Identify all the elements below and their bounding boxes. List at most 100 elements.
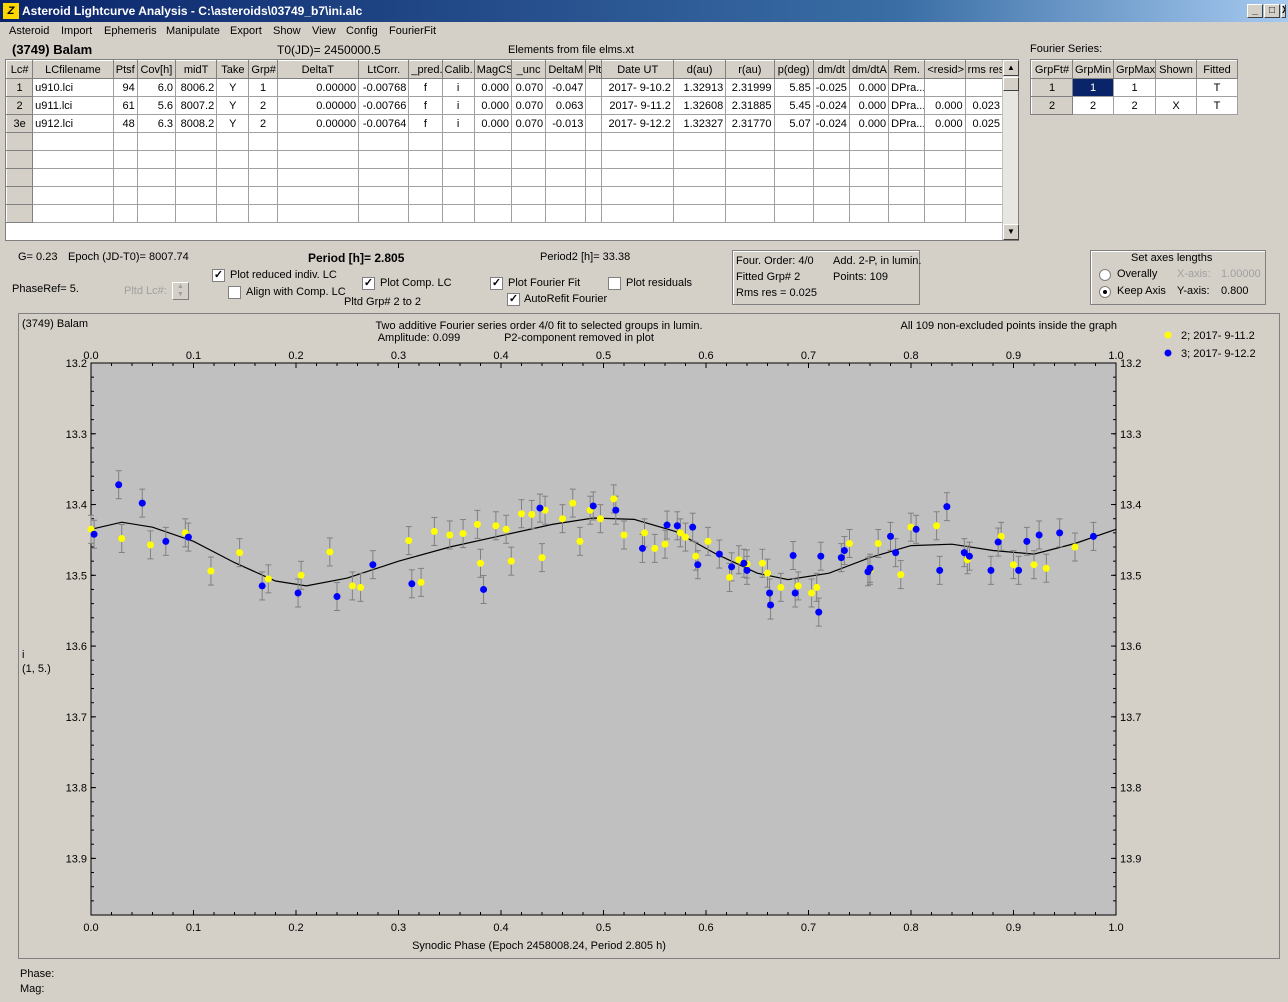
table-cell[interactable] (848, 186, 890, 205)
table-row[interactable]: 3e u912.lci 48 6.3 8008.2 Y 2 0.00000 -0.00764 f i… (6, 114, 1004, 133)
table-cell[interactable] (888, 168, 926, 187)
table-cell[interactable] (248, 168, 278, 187)
table-row[interactable]: 2 u911.lci 61 5.6 8007.2 Y 2 0.00000 -0.00766 f i 0… (6, 96, 1004, 115)
row-header[interactable] (6, 132, 34, 151)
data-point[interactable] (518, 510, 525, 518)
lc-col-header[interactable]: Date UT (601, 60, 674, 79)
table-cell[interactable]: 0.00000 (276, 114, 360, 133)
row-header[interactable] (6, 204, 34, 223)
table-cell[interactable]: 1 (248, 78, 278, 97)
lc-col-header[interactable]: Take (216, 60, 250, 79)
table-cell[interactable] (1155, 78, 1197, 97)
table-cell[interactable] (964, 204, 1004, 223)
data-point[interactable] (264, 575, 272, 583)
align-checkbox[interactable] (228, 286, 241, 299)
table-cell[interactable] (358, 186, 410, 205)
table-cell[interactable]: 1 (1072, 78, 1114, 97)
menu-manipulate[interactable]: Manipulate (166, 25, 220, 37)
table-cell[interactable] (773, 204, 814, 223)
table-cell[interactable] (276, 132, 360, 151)
data-point[interactable] (960, 549, 968, 557)
data-point[interactable] (576, 537, 584, 545)
table-cell[interactable] (510, 150, 547, 169)
row-header[interactable] (6, 186, 34, 205)
table-cell[interactable] (888, 186, 926, 205)
table-cell[interactable] (216, 186, 250, 205)
data-point[interactable] (641, 529, 648, 537)
data-point[interactable] (1030, 561, 1038, 569)
table-cell[interactable]: 2.31885 (725, 96, 775, 115)
data-point[interactable] (912, 525, 920, 533)
data-point[interactable] (446, 531, 454, 539)
table-cell[interactable] (812, 186, 850, 205)
table-cell[interactable]: 2017- 9-11.2 (601, 96, 674, 115)
data-point[interactable] (874, 539, 882, 547)
data-point[interactable] (357, 583, 365, 591)
table-cell[interactable]: 2017- 9-10.2 (601, 78, 674, 97)
scroll-up-icon[interactable]: ▲ (1003, 60, 1019, 76)
table-cell[interactable]: 0.000 (924, 114, 966, 133)
table-cell[interactable] (725, 186, 775, 205)
table-cell[interactable]: 61 (112, 96, 138, 115)
table-cell[interactable] (848, 168, 890, 187)
lc-col-header[interactable]: Cov[h] (136, 60, 177, 79)
data-point[interactable] (897, 571, 905, 579)
table-cell[interactable] (473, 132, 512, 151)
data-point[interactable] (758, 559, 766, 567)
table-cell[interactable] (408, 132, 443, 151)
table-cell[interactable] (174, 168, 218, 187)
fourier-col-header[interactable]: GrpFt# (1031, 60, 1073, 79)
table-cell[interactable] (136, 204, 177, 223)
menu-view[interactable]: View (312, 25, 336, 37)
table-cell[interactable] (408, 186, 443, 205)
table-cell[interactable] (112, 150, 138, 169)
maximize-button[interactable]: □ (1264, 4, 1280, 18)
data-point[interactable] (994, 538, 1002, 546)
table-cell[interactable]: 2 (1072, 96, 1114, 115)
table-cell[interactable] (848, 132, 890, 151)
table-cell[interactable] (964, 168, 1004, 187)
table-cell[interactable]: Y (216, 78, 250, 97)
table-cell[interactable] (441, 204, 475, 223)
table-cell[interactable]: 6.3 (136, 114, 177, 133)
plot-residuals-checkbox[interactable] (608, 277, 621, 290)
data-point[interactable] (943, 503, 951, 511)
data-point[interactable] (569, 499, 577, 507)
data-point[interactable] (726, 573, 734, 581)
table-cell[interactable]: 2.31770 (725, 114, 775, 133)
table-cell[interactable]: 0.000 (473, 114, 512, 133)
table-cell[interactable] (585, 186, 603, 205)
table-cell[interactable]: u911.lci (32, 96, 114, 115)
table-cell[interactable] (358, 150, 410, 169)
table-cell[interactable] (545, 150, 587, 169)
fourier-col-header[interactable]: Fitted (1196, 60, 1238, 79)
table-cell[interactable] (601, 132, 674, 151)
data-point[interactable] (333, 593, 341, 601)
table-cell[interactable] (174, 204, 218, 223)
table-cell[interactable] (32, 204, 114, 223)
data-point[interactable] (405, 537, 413, 545)
data-point[interactable] (740, 559, 748, 567)
data-point[interactable] (507, 557, 515, 565)
table-cell[interactable] (773, 150, 814, 169)
lc-col-header[interactable]: Calib. (441, 60, 475, 79)
table-cell[interactable] (888, 132, 926, 151)
table-cell[interactable]: DPra... (888, 78, 926, 97)
menu-show[interactable]: Show (273, 25, 301, 37)
data-point[interactable] (369, 561, 377, 569)
table-cell[interactable] (408, 168, 443, 187)
data-point[interactable] (1056, 529, 1064, 537)
table-cell[interactable]: 2 (248, 114, 278, 133)
table-cell[interactable]: 2 (248, 96, 278, 115)
data-point[interactable] (767, 601, 775, 609)
lc-col-header[interactable]: Lc# (6, 60, 34, 79)
row-header[interactable] (6, 150, 34, 169)
close-button[interactable]: X (1281, 4, 1286, 18)
fourier-col-header[interactable]: Shown (1155, 60, 1197, 79)
table-cell[interactable] (276, 168, 360, 187)
data-point[interactable] (663, 521, 671, 529)
table-cell[interactable] (601, 204, 674, 223)
table-cell[interactable] (248, 132, 278, 151)
